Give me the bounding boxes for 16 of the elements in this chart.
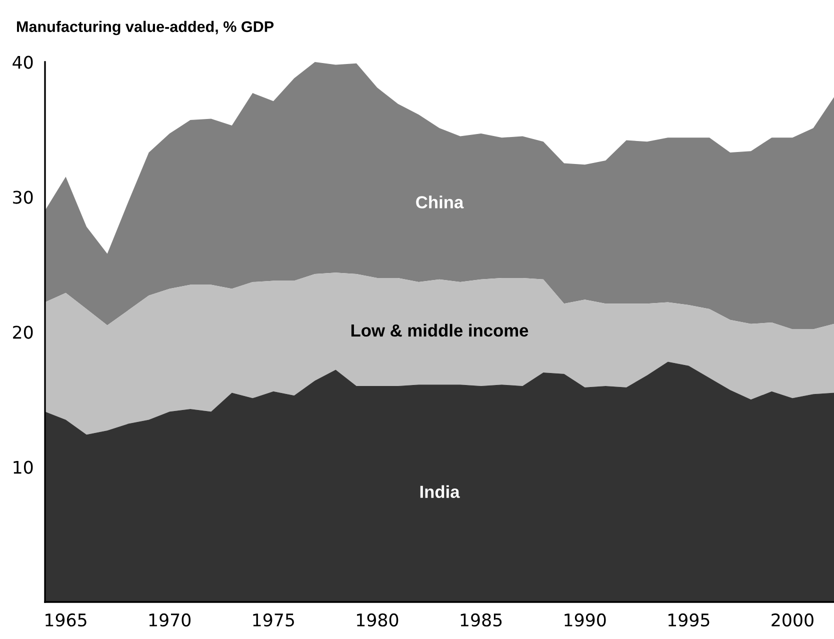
x-tick-label: 1970 bbox=[149, 613, 191, 627]
x-tick-label: 1980 bbox=[357, 613, 398, 627]
x-tick-label: 1965 bbox=[46, 613, 86, 627]
series-label: China bbox=[416, 196, 464, 208]
series-label: India bbox=[420, 485, 460, 498]
x-tick-label: 1975 bbox=[253, 613, 294, 627]
x-tick-label: 1990 bbox=[564, 613, 606, 627]
y-tick-label: 10 bbox=[14, 460, 33, 474]
y-tick-label: 30 bbox=[13, 190, 33, 204]
series-label: Low & middle income bbox=[351, 324, 528, 337]
y-tick-label: 40 bbox=[12, 56, 33, 69]
x-tick-label: 2000 bbox=[772, 613, 814, 627]
x-tick-label: 1985 bbox=[460, 613, 502, 627]
x-tick-label: 1995 bbox=[668, 613, 710, 627]
chart-title: Manufacturing value-added, % GDP bbox=[17, 20, 274, 36]
y-tick-label: 20 bbox=[13, 326, 33, 339]
